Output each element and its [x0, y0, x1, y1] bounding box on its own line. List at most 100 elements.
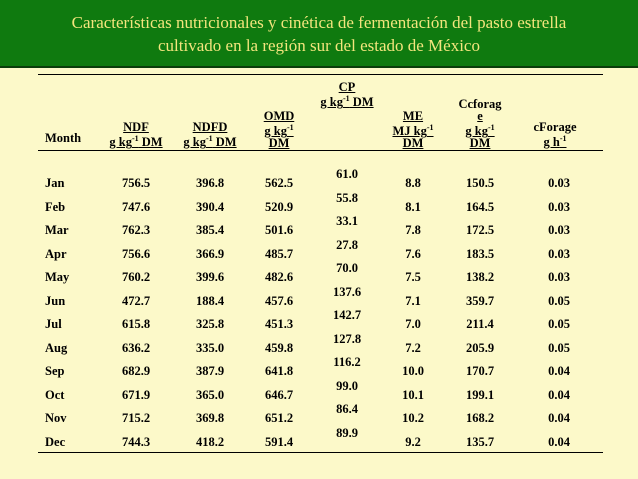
cell-month-jul: Jul: [45, 317, 62, 331]
cell-month-oct: Oct: [45, 387, 65, 402]
cell-month-nov: Nov: [45, 411, 67, 425]
header-ndfd: NDFD g kg-1 DM: [183, 120, 237, 150]
cell-omd-jan: 562.5: [264, 176, 294, 190]
cell-cp: 27.8: [336, 237, 358, 252]
cell-omd-feb: 520.9: [264, 199, 294, 214]
cell-ndf-aug: 636.2: [121, 340, 151, 355]
cell-ndfd-jul: 325.8: [195, 317, 225, 331]
cell-month-aug: Aug: [45, 340, 68, 355]
cell-cp: 89.9: [336, 425, 358, 440]
cell-omd-apr: 485.7: [264, 246, 294, 261]
cell-ccforage-oct: 199.1: [465, 387, 495, 402]
cell-cforage-dec: 0.04: [548, 434, 570, 449]
cell-cp: 127.8: [332, 331, 362, 346]
header-ccforage: Ccforag e g kg-1 DM: [458, 97, 502, 151]
cell-cforage-sep: 0.04: [548, 364, 570, 378]
cell-ndfd-feb: 390.4: [195, 199, 225, 214]
header-bottom-rule: [38, 150, 603, 151]
cell-ccforage-nov: 168.2: [465, 411, 495, 425]
cell-cp: 61.0: [336, 167, 358, 181]
cell-omd-sep: 641.8: [264, 364, 294, 378]
cell-cforage-may: 0.03: [548, 270, 570, 284]
cell-ccforage-sep: 170.7: [465, 364, 495, 378]
cell-ndfd-jan: 396.8: [195, 176, 225, 190]
header-omd: OMD g kg-1 DM: [263, 109, 295, 151]
cell-cforage-jul: 0.05: [548, 317, 570, 331]
cell-ccforage-mar: 172.5: [465, 223, 495, 237]
cell-cp: 99.0: [336, 378, 358, 393]
cell-ndfd-apr: 366.9: [195, 246, 225, 261]
cell-cp: 116.2: [333, 355, 361, 369]
cell-ccforage-jul: 211.4: [466, 317, 494, 331]
header-cp: CP g kg-1 DM: [320, 80, 374, 110]
cell-ndf-apr: 756.6: [121, 246, 151, 261]
header-ndf: NDF g kg-1 DM: [109, 120, 163, 150]
cell-cforage-jan: 0.03: [548, 176, 570, 190]
cell-cp: 33.1: [336, 214, 358, 228]
cell-month-dec: Dec: [45, 434, 66, 449]
cell-me-may: 7.5: [405, 270, 421, 284]
cell-ndf-may: 760.2: [121, 270, 151, 284]
cell-ndf-mar: 762.3: [121, 223, 151, 237]
cell-month-feb: Feb: [45, 199, 66, 214]
table-bottom-rule: [38, 452, 603, 453]
cell-me-aug: 7.2: [405, 340, 421, 355]
table-top-rule: [38, 74, 603, 75]
cell-omd-jun: 457.6: [264, 293, 294, 308]
cell-omd-mar: 501.6: [264, 223, 294, 237]
cell-me-jun: 7.1: [405, 293, 421, 308]
cell-me-sep: 10.0: [402, 364, 424, 378]
cell-cp: 86.4: [336, 402, 358, 416]
cell-me-apr: 7.6: [405, 246, 421, 261]
cell-ccforage-dec: 135.7: [465, 434, 495, 449]
header-month: Month: [45, 131, 82, 145]
cell-ndf-sep: 682.9: [121, 364, 151, 378]
cell-ndf-feb: 747.6: [121, 199, 151, 214]
cell-cforage-feb: 0.03: [548, 199, 570, 214]
cell-ccforage-jan: 150.5: [465, 176, 495, 190]
cell-me-oct: 10.1: [402, 387, 424, 402]
cell-month-jun: Jun: [45, 293, 66, 308]
cell-ndf-jan: 756.5: [121, 176, 151, 190]
cell-ndfd-jun: 188.4: [195, 293, 225, 308]
cell-ndfd-mar: 385.4: [195, 223, 225, 237]
header-me: ME MJ kg-1 DM: [392, 109, 434, 151]
cell-omd-dec: 591.4: [264, 434, 294, 449]
cell-cforage-jun: 0.05: [548, 293, 570, 308]
cell-cp: 70.0: [336, 261, 358, 275]
header-cforage: cForage g h-1: [533, 120, 577, 150]
cell-omd-nov: 651.2: [264, 411, 294, 425]
cell-cp: 55.8: [336, 190, 358, 205]
cell-me-dec: 9.2: [405, 434, 421, 449]
cell-me-feb: 8.1: [405, 199, 421, 214]
cell-ndfd-may: 399.6: [195, 270, 225, 284]
cell-month-may: May: [45, 270, 70, 284]
title-line-2: cultivado en la región sur del estado de…: [158, 36, 480, 55]
cell-ccforage-jun: 359.7: [465, 293, 495, 308]
cell-ndfd-oct: 365.0: [195, 387, 225, 402]
cell-month-sep: Sep: [45, 364, 65, 378]
cell-ccforage-feb: 164.5: [465, 199, 495, 214]
cell-month-jan: Jan: [45, 176, 65, 190]
title-banner: Características nutricionales y cinética…: [0, 0, 638, 68]
cell-ccforage-aug: 205.9: [465, 340, 495, 355]
cell-me-jan: 8.8: [405, 176, 421, 190]
cell-ndfd-aug: 335.0: [195, 340, 225, 355]
cell-cforage-apr: 0.03: [548, 246, 570, 261]
cell-ndf-oct: 671.9: [121, 387, 151, 402]
cell-ndf-jun: 472.7: [121, 293, 151, 308]
cell-ccforage-may: 138.2: [465, 270, 495, 284]
cell-month-apr: Apr: [45, 246, 67, 261]
cell-omd-may: 482.6: [264, 270, 294, 284]
cell-ndfd-nov: 369.8: [195, 411, 225, 425]
cell-ndfd-dec: 418.2: [195, 434, 225, 449]
title-line-1: Características nutricionales y cinética…: [71, 13, 567, 32]
cell-cforage-mar: 0.03: [548, 223, 570, 237]
cell-cp: 137.6: [332, 284, 362, 299]
cell-ndf-jul: 615.8: [121, 317, 151, 331]
cell-me-jul: 7.0: [405, 317, 421, 331]
cell-cp: 142.7: [332, 308, 362, 322]
cell-ndf-dec: 744.3: [121, 434, 151, 449]
cell-ndf-nov: 715.2: [121, 411, 151, 425]
cell-omd-jul: 451.3: [264, 317, 294, 331]
